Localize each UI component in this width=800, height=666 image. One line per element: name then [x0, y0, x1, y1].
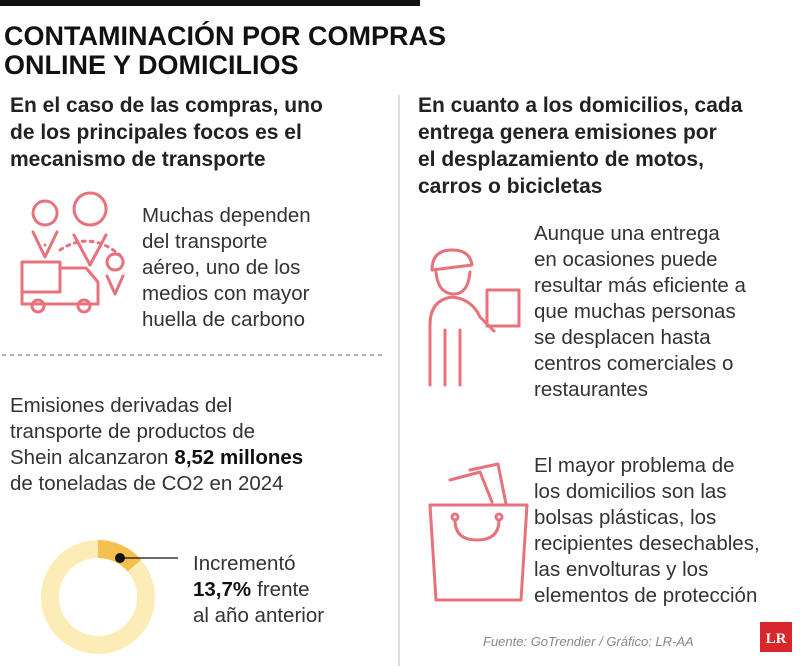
body-line: transporte de productos de — [10, 420, 255, 443]
body-line: al año anterior — [193, 604, 324, 627]
body-text: Shein alcanzaron — [10, 446, 168, 469]
body-line: medios con mayor — [142, 282, 310, 305]
body-line: 13,7% frente — [193, 578, 310, 601]
subtitle-line: el desplazamiento de motos, — [418, 148, 704, 171]
source: Fuente: GoTrendier / Gráfico: LR-AA — [483, 634, 694, 649]
body-line: Aunque una entrega — [534, 222, 720, 245]
body-line: en ocasiones puede — [534, 248, 718, 271]
body-line: bolsas plásticas, los — [534, 506, 716, 529]
body-line: que muchas personas — [534, 300, 736, 323]
truck-icon — [20, 191, 125, 314]
body-line: elementos de protección — [534, 584, 757, 607]
title-line: ONLINE Y DOMICILIOS — [4, 50, 299, 80]
body-line: resultar más eficiente a — [534, 274, 747, 297]
subtitle-line: mecanismo de transporte — [10, 148, 266, 171]
subtitle-line: entrega genera emisiones por — [418, 121, 717, 144]
body-line: de toneladas de CO2 en 2024 — [10, 472, 284, 495]
subtitle-line: En cuanto a los domicilios, cada — [418, 94, 743, 117]
body-line: Emisiones derivadas del — [10, 394, 232, 417]
body-line: huella de carbono — [142, 308, 305, 331]
body-line: El mayor problema de — [534, 454, 735, 477]
body-line: restaurantes — [534, 378, 648, 401]
body-line: aéreo, uno de los — [142, 256, 300, 279]
logo: LR — [766, 631, 787, 647]
body-line: recipientes desechables, — [534, 532, 760, 555]
subtitle-line: carros o bicicletas — [418, 175, 602, 198]
body-line: se desplacen hasta — [534, 326, 711, 349]
highlight: 8,52 millones — [174, 446, 303, 469]
subtitle-line: de los principales focos es el — [10, 121, 302, 144]
top-bar — [0, 0, 420, 6]
body-text: frente — [257, 578, 309, 601]
body-line: del transporte — [142, 230, 267, 253]
logo-box — [760, 622, 792, 652]
title-line: CONTAMINACIÓN POR COMPRAS — [4, 20, 446, 51]
body-line: Incrementó — [193, 552, 296, 575]
delivery-text: Aunque una entrega en ocasiones puede resu… — [534, 222, 747, 401]
bags-text: El mayor problema de los domicilios son l… — [534, 454, 760, 607]
bag-icon — [428, 462, 529, 602]
body-line: las envolturas y los — [534, 558, 708, 581]
body-line: centros comerciales o — [534, 352, 733, 375]
delivery-icon — [428, 248, 521, 387]
body-line: los domicilios son las — [534, 480, 727, 503]
subtitle-line: En el caso de las compras, uno — [10, 94, 323, 117]
donut-segment — [97, 540, 142, 572]
body-line: Muchas dependen — [142, 204, 311, 227]
highlight: 13,7% — [193, 578, 251, 601]
body-line: Shein alcanzaron 8,52 millones — [10, 446, 303, 469]
